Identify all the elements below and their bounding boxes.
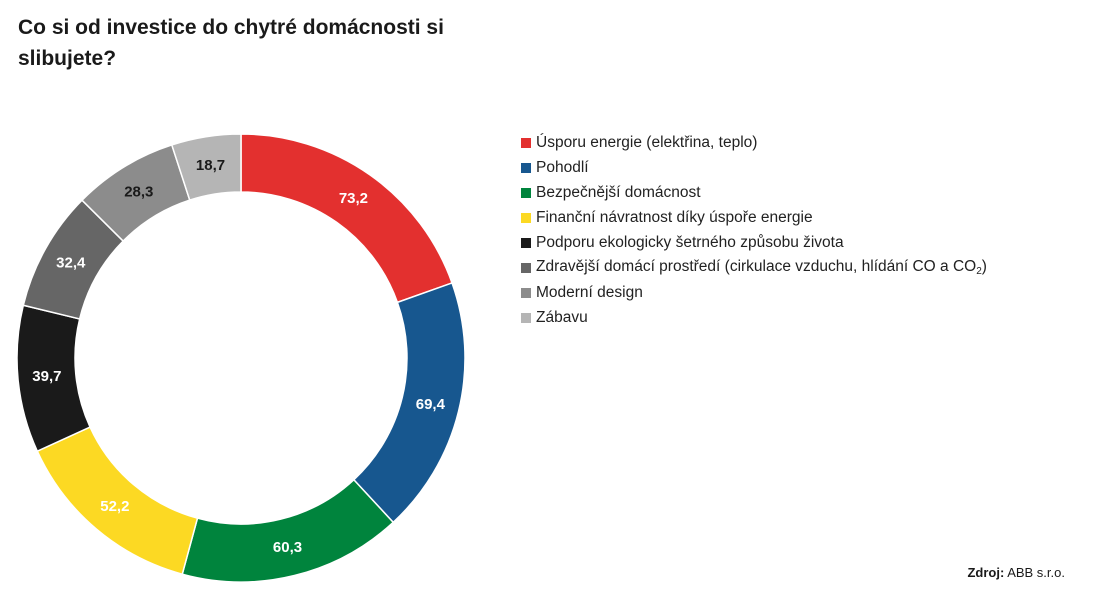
slice-value-label: 32,4	[56, 254, 86, 271]
legend-swatch	[521, 187, 531, 198]
legend-label: Podporu ekologicky šetrného způsobu živo…	[536, 233, 844, 251]
legend-swatch	[521, 162, 531, 173]
legend-item: Zdravější domácí prostředí (cirkulace vz…	[521, 255, 987, 280]
donut-slice	[352, 281, 466, 524]
legend-swatch	[521, 212, 531, 223]
slice-value-label: 73,2	[339, 190, 368, 207]
legend-item: Podporu ekologicky šetrného způsobu živo…	[521, 230, 987, 255]
legend-item: Moderní design	[521, 280, 987, 305]
legend: Úsporu energie (elektřina, teplo) Pohodlí…	[521, 130, 987, 330]
legend-swatch	[521, 237, 531, 248]
legend-label: Bezpečnější domácnost	[536, 183, 701, 201]
legend-label: Pohodlí	[536, 158, 589, 176]
legend-swatch	[521, 287, 531, 298]
legend-item: Pohodlí	[521, 155, 987, 180]
legend-item: Finanční návratnost díky úspoře energie	[521, 205, 987, 230]
legend-label: Zdravější domácí prostředí (cirkulace vz…	[536, 258, 987, 277]
legend-swatch	[521, 137, 531, 148]
legend-item: Zábavu	[521, 305, 987, 330]
slice-value-label: 60,3	[273, 539, 302, 556]
legend-label: Finanční návratnost díky úspoře energie	[536, 208, 813, 226]
source-note: Zdroj: ABB s.r.o.	[967, 565, 1065, 580]
donut-slice	[181, 478, 395, 583]
slice-value-label: 18,7	[196, 157, 225, 174]
legend-swatch	[521, 312, 531, 323]
legend-item: Úsporu energie (elektřina, teplo)	[521, 130, 987, 155]
legend-label: Moderní design	[536, 283, 643, 301]
legend-swatch	[521, 262, 531, 273]
slice-value-label: 28,3	[124, 183, 153, 200]
slice-value-label: 52,2	[100, 498, 129, 515]
source-label: Zdroj:	[967, 565, 1005, 580]
chart-title: Co si od investice do chytré domácnosti …	[18, 16, 444, 70]
donut-slice	[170, 133, 242, 202]
legend-label: Úsporu energie (elektřina, teplo)	[536, 133, 758, 151]
legend-label: Zábavu	[536, 308, 588, 326]
donut-slice	[240, 133, 454, 304]
slice-value-label: 39,7	[32, 368, 61, 385]
source-value: ABB s.r.o.	[1007, 565, 1065, 580]
slice-value-label: 69,4	[416, 396, 446, 413]
legend-item: Bezpečnější domácnost	[521, 180, 987, 205]
